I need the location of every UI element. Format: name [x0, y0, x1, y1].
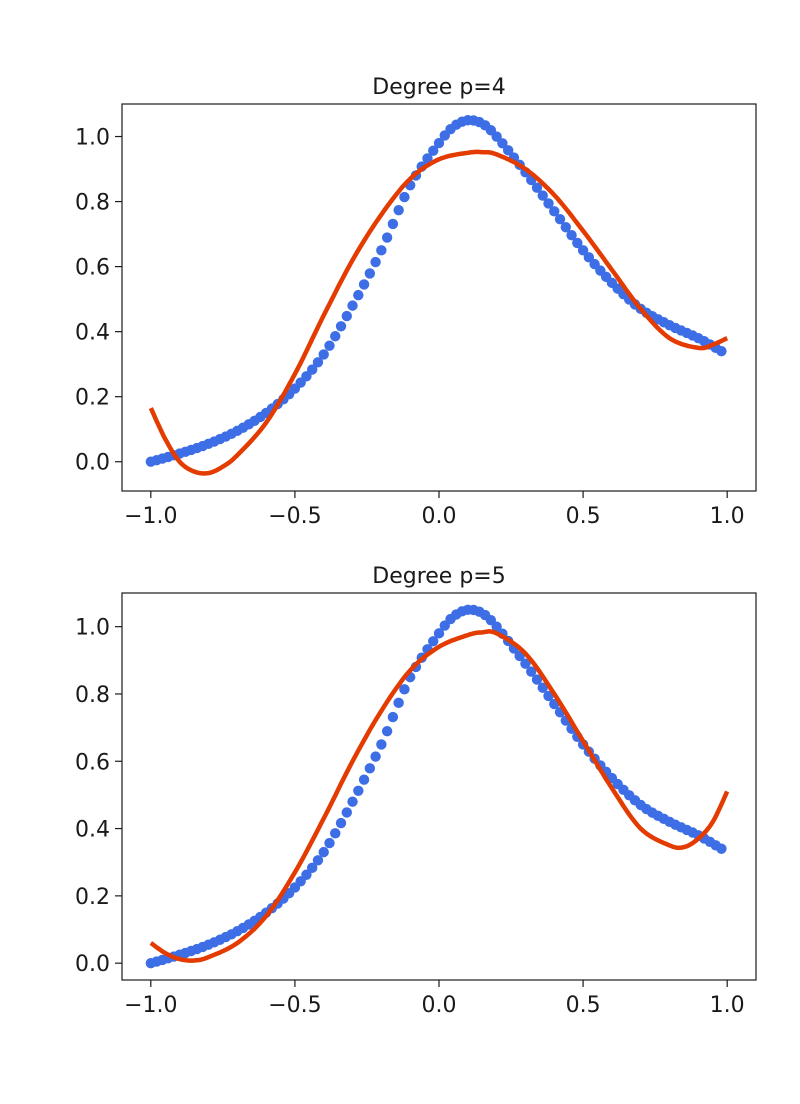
data-point [554, 214, 566, 225]
x-tick-label: 0.5 [566, 993, 601, 1018]
fit-line [149, 629, 730, 963]
panel-1: Degree p=4 −1.0 −0.5 0.0 0.5 1.0 0.0 0.2 0.4 0.6 0… [75, 75, 757, 529]
data-point [428, 145, 439, 156]
data-point [577, 245, 589, 256]
data-point [491, 131, 502, 142]
data-point [549, 206, 560, 217]
x-tick-label: 0.0 [422, 504, 457, 529]
x-tick-label: −1.0 [124, 993, 177, 1018]
data-point [341, 807, 352, 818]
y-tick-label: 0.2 [75, 885, 110, 910]
data-point [531, 182, 543, 193]
data-point [543, 690, 554, 702]
y-tick-label: 0.0 [75, 952, 110, 977]
data-point [583, 252, 595, 263]
y-tick-label: 0.4 [75, 321, 110, 346]
x-tick-label: 1.0 [710, 993, 745, 1018]
axes-frame [121, 592, 757, 981]
panel-2: Degree p=5 −1.0 −0.5 0.0 0.5 1.0 0.0 0.2 0.4 0.6 0… [75, 564, 757, 1018]
plot-area [145, 115, 729, 476]
data-point [543, 198, 554, 209]
y-tick-label: 0.8 [75, 191, 110, 216]
data-point [301, 869, 312, 880]
data-point [433, 137, 445, 149]
y-tick-label: 0.0 [75, 451, 110, 476]
data-point [318, 846, 329, 858]
data-point [433, 628, 445, 639]
data-point [318, 349, 329, 360]
data-point [531, 674, 543, 685]
x-tick-label: −0.5 [268, 504, 321, 529]
y-tick-label: 1.0 [75, 616, 110, 641]
x-tick-label: −0.5 [268, 993, 321, 1018]
data-point [370, 256, 381, 268]
x-tick-label: 0.0 [422, 993, 457, 1018]
data-point [347, 300, 358, 311]
data-point [358, 774, 370, 785]
data-point [307, 364, 318, 375]
data-point [526, 666, 537, 677]
data-point [393, 697, 404, 709]
data-point [716, 843, 727, 854]
data-point [364, 763, 376, 774]
data-point [537, 190, 548, 201]
panel-title: Degree p=5 [372, 564, 505, 589]
data-point [393, 204, 404, 216]
data-point [399, 191, 410, 203]
y-tick-label: 1.0 [75, 126, 110, 151]
data-point [364, 268, 376, 279]
x-tick-label: 0.5 [566, 504, 601, 529]
fit-line [148, 149, 729, 476]
data-point [716, 345, 727, 357]
data-point [399, 684, 410, 695]
data-point [330, 331, 341, 342]
data-point [381, 725, 393, 737]
data-point [335, 321, 347, 332]
data-point [497, 138, 508, 149]
panel-title: Degree p=4 [372, 75, 505, 100]
x-tick-label: 1.0 [710, 504, 745, 529]
data-point [381, 232, 393, 243]
data-point [370, 751, 381, 762]
y-tick-label: 0.6 [75, 256, 110, 281]
data-point [566, 229, 577, 241]
axes-frame [121, 103, 757, 492]
data-point [324, 837, 335, 849]
y-tick-label: 0.8 [75, 683, 110, 708]
data-point [330, 828, 341, 839]
data-point [376, 245, 387, 256]
data-point [572, 237, 583, 249]
data-point [353, 785, 364, 796]
y-tick-label: 0.2 [75, 386, 110, 411]
data-point [335, 817, 347, 829]
data-point [387, 711, 399, 723]
data-point [491, 621, 502, 632]
data-point [422, 153, 433, 164]
data-point [324, 340, 335, 351]
data-point [537, 682, 548, 693]
x-tick-label: −1.0 [124, 504, 177, 529]
data-point [520, 658, 531, 669]
data-point [358, 279, 370, 290]
data-point [376, 739, 387, 750]
data-point [387, 218, 399, 230]
data-point [502, 145, 514, 156]
data-point [341, 310, 352, 322]
data-point [312, 855, 324, 866]
y-tick-label: 0.6 [75, 750, 110, 775]
plot-area [145, 604, 730, 969]
data-point [312, 357, 324, 368]
data-point [353, 289, 364, 301]
y-tick-label: 0.4 [75, 818, 110, 843]
data-point [307, 862, 318, 874]
data-point [560, 222, 571, 233]
data-point [428, 636, 439, 647]
data-point [347, 796, 358, 807]
